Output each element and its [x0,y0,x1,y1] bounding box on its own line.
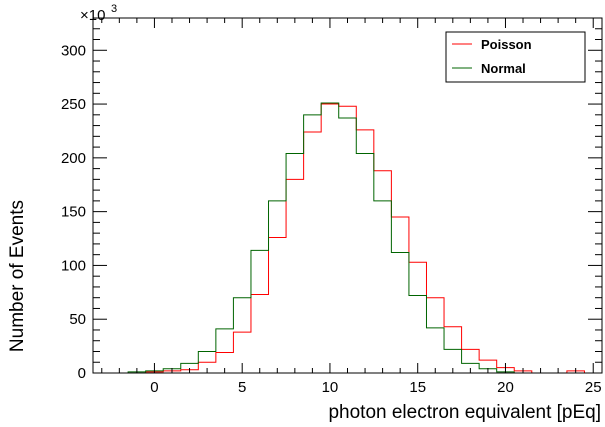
histogram-series-poisson [93,103,602,374]
legend: Poisson Normal [445,31,586,83]
x-tick-label: 0 [150,379,158,396]
x-tick-label: 5 [238,379,246,396]
histogram-series-layer [93,102,602,374]
y-multiplier-label: ×10 [80,7,105,24]
y-tick-label: 300 [61,42,86,59]
x-tick-label: 15 [409,379,426,396]
legend-box [445,31,586,83]
histogram-series-normal [93,102,602,374]
y-tick-label: 100 [61,257,86,274]
legend-label-normal: Normal [481,61,526,76]
y-tick-label: 250 [61,96,86,113]
x-tick-label: 25 [585,379,602,396]
x-tick-label: 10 [322,379,339,396]
y-tick-label: 50 [69,311,86,328]
y-tick-label: 150 [61,204,86,221]
x-tick-label: 20 [497,379,514,396]
x-axis-title: photon electron equivalent [pEq] [328,402,601,423]
y-multiplier-exponent: 3 [111,3,117,15]
y-tick-label: 200 [61,150,86,167]
y-axis-title: Number of Events [7,200,28,352]
y-tick-label: 0 [78,365,86,382]
legend-label-poisson: Poisson [481,37,532,52]
